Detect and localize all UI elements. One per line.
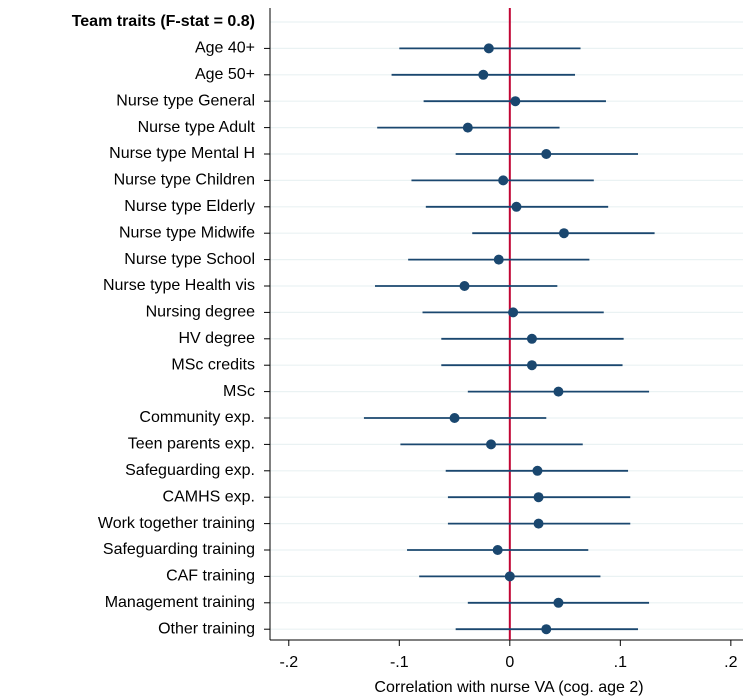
point-estimate [526,333,537,344]
y-tick-label: CAMHS exp. [163,488,255,505]
point-estimate [511,201,522,212]
y-tick-label: Nurse type Elderly [124,198,255,215]
point-estimate [526,360,537,371]
y-tick-label: Safeguarding training [103,541,255,558]
y-tick-label: Management training [105,594,255,611]
point-estimate [449,413,460,423]
point-estimate [553,597,564,608]
point-estimate [498,175,509,186]
y-tick-label: Nurse type Mental H [109,145,255,162]
x-tick-label: -.1 [390,654,409,671]
point-estimate [504,571,515,582]
point-estimate [533,518,544,529]
y-tick-label: Community exp. [139,409,255,426]
y-tick-label: MSc credits [171,356,255,373]
point-estimate [462,122,473,133]
group-label: Team traits (F-stat = 0.8) [72,13,255,30]
y-tick-label: Nurse type Health vis [103,277,255,294]
x-tick-label: .2 [724,654,737,671]
point-estimate [486,439,497,450]
y-tick-label: Nursing degree [146,304,256,321]
point-estimate [492,545,503,555]
y-tick-label: Age 50+ [195,66,255,83]
point-estimate [510,96,521,107]
y-tick-label: Nurse type General [116,92,255,109]
x-axis-label: Correlation with nurse VA (cog. age 2) [374,679,643,696]
y-tick-label: Other training [158,620,255,637]
y-tick-label: Teen parents exp. [128,436,255,453]
x-tick-label: -.2 [279,654,298,671]
y-tick-label: HV degree [179,330,256,347]
point-estimate [493,254,504,265]
point-estimate [483,43,494,54]
y-tick-label: Nurse type Children [114,172,255,189]
y-tick-label: CAF training [166,568,255,585]
y-tick-label: MSc [223,383,255,400]
point-estimate [541,149,552,159]
point-estimate [508,307,519,318]
x-tick-label: 0 [505,654,514,671]
point-estimate [533,492,544,503]
point-estimate [459,281,470,291]
point-estimate [478,69,489,80]
point-estimate [558,228,569,239]
y-tick-label: Safeguarding exp. [125,462,255,479]
y-tick-label: Age 40+ [195,40,255,57]
point-estimate [553,386,564,397]
y-tick-label: Nurse type Adult [138,119,256,136]
point-estimate [532,465,543,476]
y-tick-label: Work together training [98,515,255,532]
point-estimate [541,624,552,635]
x-tick-label: .1 [614,654,627,671]
y-tick-label: Nurse type Midwife [119,224,255,241]
y-tick-label: Nurse type School [124,251,255,268]
